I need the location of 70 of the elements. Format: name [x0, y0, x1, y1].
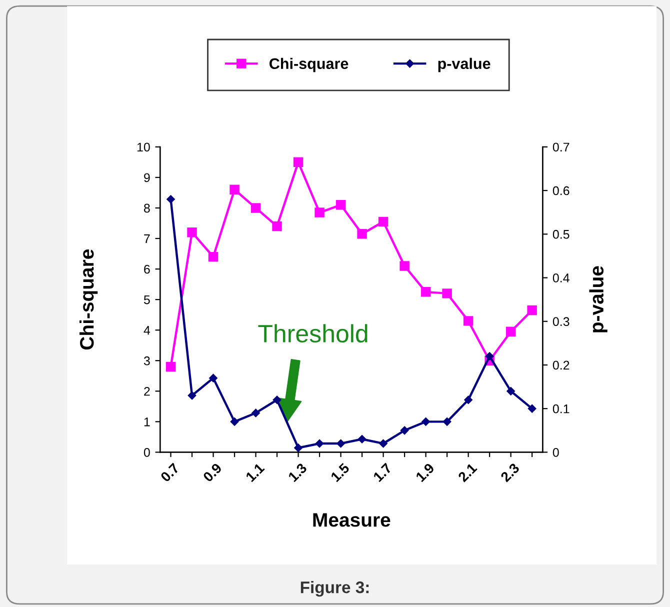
y-tick-label: 10 — [137, 142, 150, 152]
legend-label: Chi-square — [270, 58, 348, 72]
y-tick-label: 7 — [144, 234, 150, 244]
y-tick-label: 3 — [144, 356, 150, 366]
x-tick-label: 0.7 — [160, 462, 180, 482]
point — [464, 396, 472, 404]
y2-tick-label: 0.2 — [552, 360, 570, 370]
y-tick-label: 1 — [144, 418, 150, 426]
x-tick-label: 1.5 — [330, 462, 350, 482]
y2-tick-label: 0.1 — [552, 404, 570, 414]
point — [336, 200, 346, 210]
annotation: Threshold — [258, 324, 368, 343]
point — [527, 305, 537, 316]
point — [294, 444, 302, 452]
point — [209, 374, 218, 382]
y-tick-label: 2 — [144, 386, 150, 396]
point — [230, 418, 239, 426]
x-tick-label: 2.3 — [500, 462, 520, 482]
point — [315, 439, 324, 448]
point — [506, 326, 516, 336]
x-axis-title: Measure — [313, 513, 390, 527]
point — [422, 418, 430, 426]
y-tick-label: 9 — [144, 173, 150, 182]
x-tick-label: 1.3 — [288, 462, 308, 482]
point — [250, 203, 261, 213]
y-tick-label: 5 — [144, 295, 150, 304]
legend-label: p-value — [438, 58, 490, 72]
point — [400, 261, 410, 271]
y2-tick-label: 0.4 — [552, 274, 570, 282]
caption: Figure 3: — [300, 580, 369, 597]
y-axis-title: Chi-square — [79, 249, 98, 350]
x-tick-label: 2.1 — [458, 462, 478, 482]
point — [272, 396, 282, 404]
x-tick-label: 1.1 — [245, 462, 265, 482]
point — [378, 216, 388, 227]
y2-tick-label: 0.5 — [552, 230, 570, 239]
point — [272, 221, 282, 232]
point — [252, 408, 260, 418]
point — [506, 387, 515, 396]
y2-axis-title: p-value — [589, 266, 608, 332]
point — [379, 439, 388, 448]
point — [442, 418, 452, 426]
point — [358, 434, 366, 444]
y-tick-label: 0 — [144, 448, 150, 457]
point — [314, 208, 324, 218]
x-tick-label: 1.9 — [415, 462, 435, 482]
point — [230, 184, 240, 194]
x-tick-label: 0.9 — [202, 462, 222, 482]
point — [357, 229, 367, 239]
point — [166, 195, 175, 204]
y-tick-label: 6 — [144, 264, 150, 274]
y2-tick-label: 0.7 — [552, 142, 570, 152]
y-tick-label: 8 — [144, 204, 150, 213]
point — [463, 316, 474, 326]
point — [166, 362, 176, 372]
point — [208, 252, 218, 262]
point — [485, 352, 494, 360]
point — [293, 157, 304, 168]
y2-tick-label: 0 — [552, 448, 559, 457]
point — [420, 287, 431, 297]
y-tick-label: 4 — [144, 326, 150, 335]
point — [187, 228, 197, 238]
point — [528, 404, 536, 413]
x-tick-label: 1.7 — [372, 462, 392, 482]
point — [336, 439, 345, 448]
point — [400, 426, 409, 435]
y2-tick-label: 0.6 — [552, 186, 570, 196]
point — [442, 288, 452, 298]
point — [188, 391, 196, 400]
y2-tick-label: 0.3 — [552, 317, 570, 326]
